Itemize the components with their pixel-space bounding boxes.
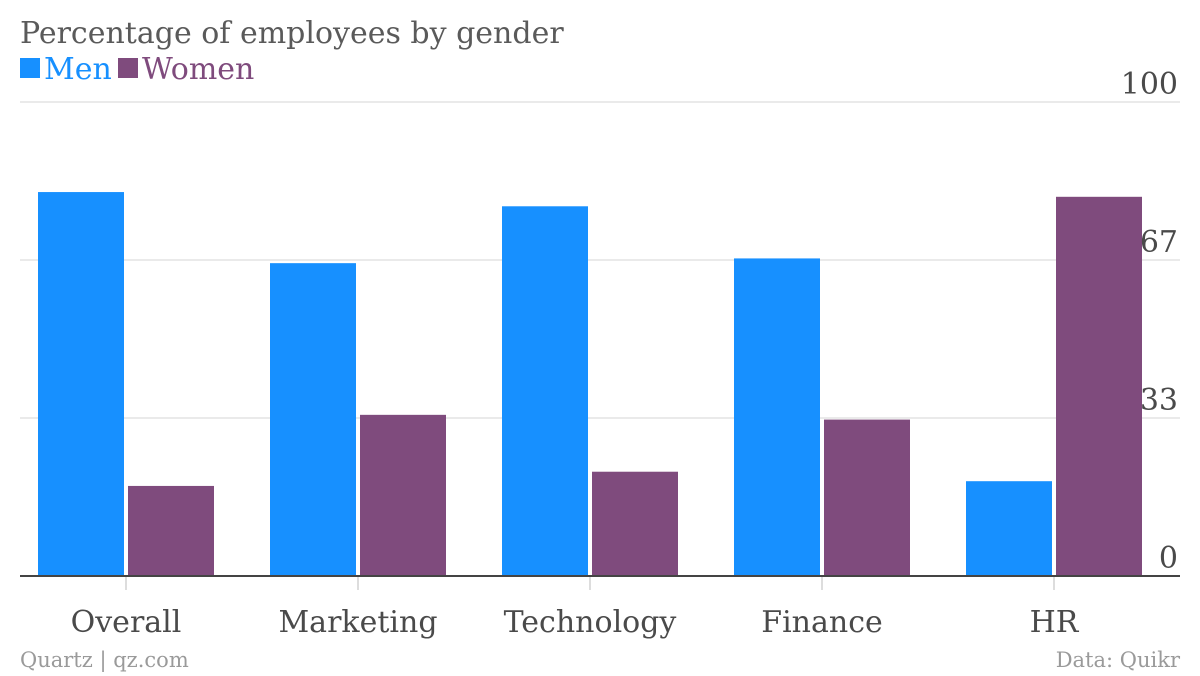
y-tick-label: 0 (1159, 541, 1178, 576)
bar-women-technology (592, 471, 678, 576)
x-category-label: Overall (71, 605, 182, 640)
bar-men-marketing (270, 263, 356, 576)
legend-swatch-men (20, 58, 40, 78)
bar-men-technology (502, 206, 588, 576)
bar-men-hr (966, 481, 1052, 576)
bar-women-overall (128, 485, 214, 576)
x-category-label: HR (1030, 605, 1080, 640)
chart-title: Percentage of employees by gender (20, 16, 564, 51)
x-axis-categories: Overall Marketing Technology Finance HR (71, 576, 1080, 640)
y-axis-ticks: 0 33 67 100 (1121, 67, 1178, 576)
footer-data-credit: Data: Quikr (1056, 648, 1181, 672)
gridlines (20, 101, 1180, 419)
bar-men-overall (38, 192, 124, 576)
bar-men-finance (734, 258, 820, 576)
legend-swatch-women (118, 58, 138, 78)
x-category-label: Technology (504, 605, 677, 640)
x-category-label: Finance (761, 605, 883, 640)
bar-women-finance (824, 419, 910, 576)
x-category-label: Marketing (278, 605, 437, 640)
bar-women-hr (1056, 196, 1142, 577)
legend-label-women: Women (142, 52, 254, 87)
y-tick-label: 100 (1121, 67, 1178, 102)
y-tick-label: 33 (1140, 383, 1178, 418)
y-tick-label: 67 (1140, 225, 1178, 260)
bars (38, 192, 1142, 577)
footer-source: Quartz | qz.com (20, 648, 189, 673)
legend-label-men: Men (44, 52, 112, 87)
bar-women-marketing (360, 414, 446, 576)
legend: Men Women (20, 52, 254, 87)
